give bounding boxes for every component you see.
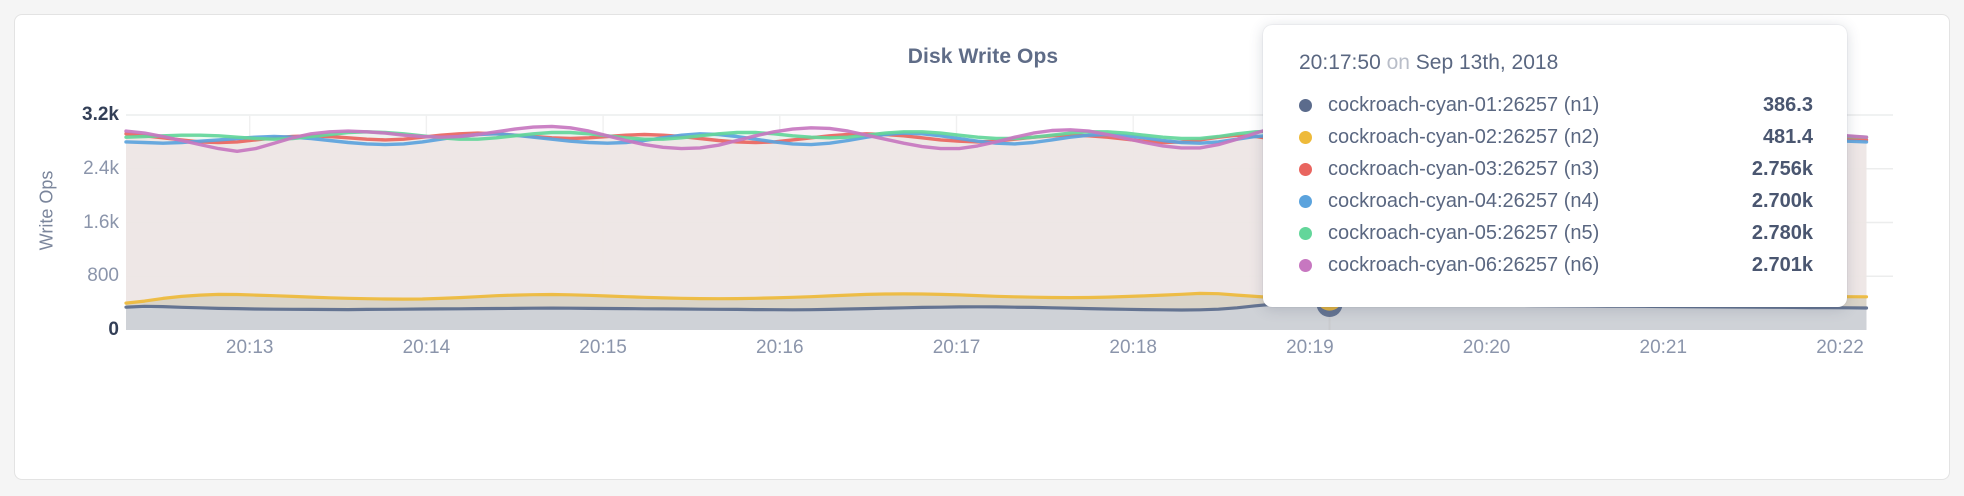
- y-axis: Write Ops 0 800 1.6k 2.4k 3.2k: [15, 15, 120, 481]
- y-axis-tick: 0: [108, 319, 119, 340]
- tooltip-date-value: Sep 13th, 2018: [1415, 51, 1559, 74]
- tooltip-series-label: cockroach-cyan-01:26257 (n1): [1328, 93, 1600, 116]
- y-axis-tick: 800: [87, 265, 119, 287]
- tooltip-series-label: cockroach-cyan-03:26257 (n3): [1328, 157, 1600, 180]
- x-axis-tick: 20:19: [1286, 337, 1334, 358]
- tooltip-series-list: cockroach-cyan-01:26257 (n1) 386.3 cockroa…: [1299, 89, 1813, 281]
- tooltip-series-value: 481.4: [1762, 125, 1813, 148]
- tooltip-series-value: 2.701k: [1751, 253, 1813, 276]
- x-axis-tick: 20:13: [225, 337, 274, 358]
- x-axis: 20:13 20:14 20:15 20:16 20:17 20:18 20:19 20:20…: [126, 337, 1893, 377]
- y-axis-tick: 3.2k: [82, 104, 119, 125]
- tooltip-row: cockroach-cyan-05:26257 (n5) 2.780k: [1299, 217, 1813, 249]
- tooltip-timestamp: 20:17:50 on Sep 13th, 2018: [1299, 51, 1813, 75]
- series-color-dot-icon: [1299, 98, 1312, 112]
- y-axis-tick: 1.6k: [83, 211, 119, 233]
- tooltip-time-value: 20:17:50: [1299, 51, 1381, 74]
- chart-card: Disk Write Ops Write Ops 0 800 1.6k 2.4k 3.2…: [14, 14, 1950, 480]
- series-color-dot-icon: [1299, 162, 1312, 176]
- y-axis-tick: 2.4k: [83, 157, 119, 179]
- x-axis-tick: 20:16: [756, 337, 804, 358]
- tooltip-series-value: 2.756k: [1751, 157, 1813, 180]
- tooltip-row: cockroach-cyan-03:26257 (n3) 2.756k: [1299, 153, 1813, 185]
- tooltip-series-value: 2.700k: [1751, 189, 1813, 212]
- tooltip-series-label: cockroach-cyan-02:26257 (n2): [1328, 125, 1600, 148]
- x-axis-tick: 20:14: [402, 337, 451, 358]
- page-title: Disk Write Ops: [907, 45, 1059, 68]
- tooltip-row: cockroach-cyan-01:26257 (n1) 386.3: [1299, 89, 1813, 121]
- tooltip-series-value: 386.3: [1762, 93, 1813, 116]
- series-color-dot-icon: [1299, 258, 1312, 272]
- hover-tooltip: 20:17:50 on Sep 13th, 2018 cockroach-cya…: [1263, 25, 1847, 307]
- series-area-1: [126, 303, 1867, 330]
- x-axis-tick: 20:15: [579, 337, 627, 358]
- tooltip-series-label: cockroach-cyan-06:26257 (n6): [1328, 253, 1600, 276]
- series-color-dot-icon: [1299, 226, 1312, 240]
- x-axis-tick: 20:21: [1639, 337, 1688, 358]
- series-color-dot-icon: [1299, 130, 1312, 144]
- tooltip-series-value: 2.780k: [1751, 221, 1813, 244]
- x-axis-tick: 20:17: [932, 337, 981, 358]
- tooltip-series-label: cockroach-cyan-05:26257 (n5): [1328, 221, 1600, 244]
- x-axis-tick: 20:18: [1109, 337, 1157, 358]
- x-axis-tick: 20:22: [1816, 337, 1864, 358]
- series-color-dot-icon: [1299, 194, 1312, 208]
- tooltip-row: cockroach-cyan-02:26257 (n2) 481.4: [1299, 121, 1813, 153]
- tooltip-row: cockroach-cyan-06:26257 (n6) 2.701k: [1299, 249, 1813, 281]
- tooltip-series-label: cockroach-cyan-04:26257 (n4): [1328, 189, 1600, 212]
- tooltip-on-word: on: [1386, 51, 1410, 74]
- y-axis-title: Write Ops: [36, 170, 57, 251]
- tooltip-row: cockroach-cyan-04:26257 (n4) 2.700k: [1299, 185, 1813, 217]
- x-axis-tick: 20:20: [1462, 337, 1511, 358]
